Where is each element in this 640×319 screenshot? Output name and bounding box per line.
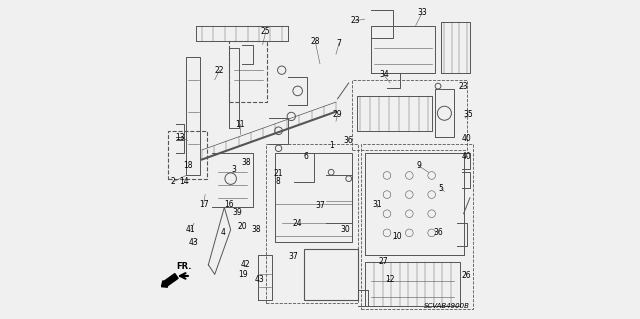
Bar bbox=[229, 41, 268, 102]
Text: 19: 19 bbox=[239, 270, 248, 279]
Text: SCVAB4900B: SCVAB4900B bbox=[424, 303, 470, 309]
Text: 37: 37 bbox=[288, 252, 298, 261]
Text: 5: 5 bbox=[439, 184, 444, 193]
Text: 36: 36 bbox=[344, 136, 353, 145]
Text: 8: 8 bbox=[275, 177, 280, 186]
Text: 13: 13 bbox=[175, 133, 184, 142]
Text: 38: 38 bbox=[242, 158, 252, 167]
Text: 4: 4 bbox=[220, 228, 225, 237]
Text: 3: 3 bbox=[232, 165, 236, 174]
Text: 6: 6 bbox=[303, 152, 308, 161]
Text: 43: 43 bbox=[255, 275, 264, 284]
Text: 7: 7 bbox=[337, 39, 342, 48]
Text: 20: 20 bbox=[237, 222, 246, 231]
Text: 21: 21 bbox=[273, 169, 283, 178]
Text: 10: 10 bbox=[392, 232, 401, 241]
Text: 1: 1 bbox=[329, 141, 333, 150]
Text: 18: 18 bbox=[183, 161, 193, 170]
Text: 11: 11 bbox=[236, 120, 245, 129]
Text: 40: 40 bbox=[462, 152, 472, 161]
Text: 43: 43 bbox=[189, 238, 199, 247]
Text: 39: 39 bbox=[232, 208, 242, 217]
Text: 23: 23 bbox=[459, 82, 468, 91]
Text: 40: 40 bbox=[462, 134, 472, 143]
Text: 29: 29 bbox=[333, 110, 342, 119]
Text: 24: 24 bbox=[293, 219, 303, 228]
FancyArrow shape bbox=[161, 274, 178, 287]
Text: 34: 34 bbox=[379, 70, 388, 79]
Text: 33: 33 bbox=[417, 8, 427, 17]
Text: 41: 41 bbox=[186, 225, 196, 234]
Text: 37: 37 bbox=[315, 201, 325, 210]
Text: 42: 42 bbox=[240, 260, 250, 269]
Text: 16: 16 bbox=[224, 200, 234, 209]
Text: 26: 26 bbox=[462, 271, 472, 280]
Text: 12: 12 bbox=[385, 275, 395, 284]
Text: FR.: FR. bbox=[177, 262, 192, 271]
Text: 23: 23 bbox=[350, 16, 360, 25]
Text: 36: 36 bbox=[433, 228, 443, 237]
Text: 2: 2 bbox=[171, 177, 175, 186]
Text: 38: 38 bbox=[252, 225, 261, 234]
Text: 9: 9 bbox=[417, 161, 421, 170]
Text: 14: 14 bbox=[180, 177, 189, 186]
Text: 17: 17 bbox=[199, 200, 209, 209]
Text: 22: 22 bbox=[215, 66, 224, 75]
Text: 25: 25 bbox=[261, 27, 271, 36]
Text: 28: 28 bbox=[310, 37, 320, 46]
Text: 35: 35 bbox=[463, 110, 473, 119]
Bar bbox=[168, 131, 207, 179]
Bar bbox=[352, 80, 467, 150]
Text: 31: 31 bbox=[372, 200, 382, 209]
Text: 27: 27 bbox=[379, 257, 388, 266]
Text: 30: 30 bbox=[340, 225, 350, 234]
